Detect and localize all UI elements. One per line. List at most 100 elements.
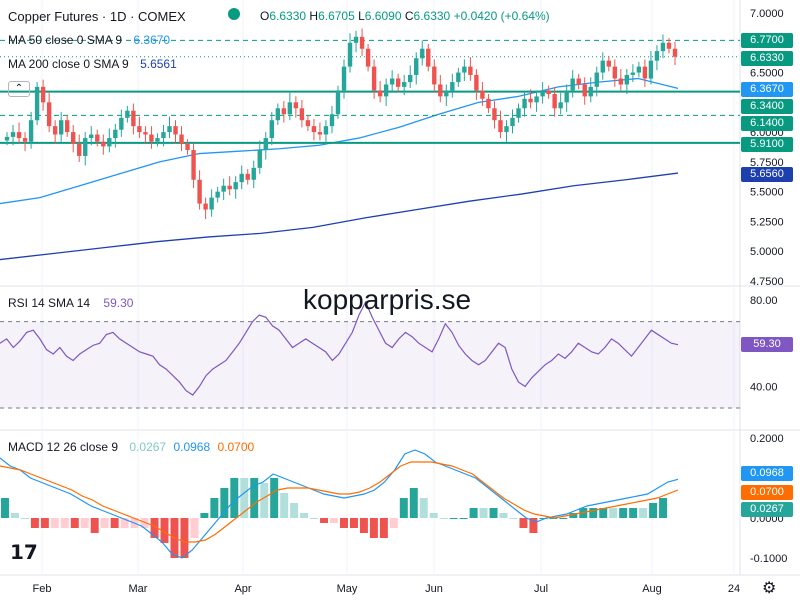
macd-hist-bar — [379, 518, 388, 538]
candle-body — [233, 182, 238, 190]
candle-body — [492, 108, 497, 121]
axes: 7.00006.50006.25006.00005.75005.50005.25… — [33, 8, 784, 595]
candle-body — [504, 126, 509, 133]
macd-hist-bar — [1, 498, 9, 518]
ohlc-open-value: 6.6330 — [269, 9, 307, 23]
candle-body — [263, 138, 268, 150]
candle-body — [209, 197, 214, 210]
candle-body — [576, 78, 581, 85]
candle-body — [401, 82, 407, 87]
candle-body — [191, 149, 196, 180]
level-badge-6.6330: 6.6330 — [741, 51, 793, 66]
ma50-line — [0, 77, 679, 205]
ohlc-close-value: 6.6330 — [413, 9, 451, 23]
price-tick-label: 7.0000 — [750, 8, 784, 20]
candle-body — [155, 138, 160, 142]
macd-line — [0, 449, 679, 559]
time-tick-label: Mar — [129, 583, 148, 595]
macd-hist-bar — [649, 503, 658, 518]
macd-hist-bar — [120, 518, 129, 528]
candle-body — [359, 36, 365, 49]
macd-hist-bar — [150, 518, 159, 538]
horizontal-levels — [0, 39, 740, 144]
ma200-legend[interactable]: MA 200 close 0 SMA 9 5.6561 — [8, 57, 177, 71]
ma50-legend[interactable]: MA 50 close 0 SMA 9 6.3670 — [8, 33, 170, 47]
candle-body — [227, 185, 232, 190]
hist-badge: 0.0267 — [741, 502, 793, 517]
macd-hist-bar — [300, 513, 309, 518]
macd-hist-bar — [449, 518, 458, 519]
macd-hist-bar — [569, 513, 578, 518]
macd-legend[interactable]: MACD 12 26 close 9 0.0267 0.0968 0.0700 — [8, 440, 254, 454]
candle-body — [522, 98, 527, 109]
ohlc-open-label: O — [260, 9, 270, 23]
candle-body — [185, 144, 190, 150]
macd-hist-bar — [240, 478, 249, 518]
candle-body — [377, 90, 383, 97]
ma200-legend-value: 5.6561 — [140, 57, 177, 71]
ma200-polyline — [0, 172, 679, 261]
macd-hist-bar — [160, 518, 169, 543]
macd-hist-bar — [40, 518, 49, 528]
candle-body — [383, 84, 389, 97]
macd-hist-bar — [599, 508, 608, 518]
macd-hist-bar — [609, 508, 618, 518]
candle-body — [179, 134, 184, 145]
symbol-title: Copper Futures · 1D · COMEX — [8, 9, 186, 24]
macd-tick-label: 0.2000 — [750, 433, 784, 445]
watermark-text: kopparpris.se — [303, 284, 472, 315]
macd-hist-bar — [110, 518, 119, 528]
macd-hist-bar — [499, 513, 508, 518]
macd-legend-label: MACD 12 26 close 9 — [8, 440, 119, 454]
candle-body — [540, 90, 545, 97]
candle-body — [365, 48, 371, 67]
rsi-badge: 59.30 — [741, 337, 793, 352]
candle-body — [245, 173, 250, 180]
macd-tick-label: -0.1000 — [750, 553, 787, 565]
candle-body — [281, 108, 287, 115]
candle-body — [486, 98, 491, 109]
price-tick-label: 5.2500 — [750, 216, 784, 228]
ma50-legend-value: 6.3670 — [133, 33, 171, 47]
candle-body — [666, 42, 672, 49]
candle-body — [71, 132, 76, 145]
candle-body — [119, 117, 124, 130]
settings-gear-icon[interactable]: ⚙ — [762, 580, 777, 597]
tradingview-logo-icon[interactable]: 𝟭𝟳 — [10, 542, 38, 564]
macd-hist-bar — [80, 518, 89, 528]
candle-body — [125, 110, 130, 118]
rsi-legend[interactable]: RSI 14 SMA 14 59.30 — [8, 296, 133, 310]
macd-hist-bar — [290, 503, 299, 518]
price-change: +0.0420 (+0.64%) — [453, 9, 550, 23]
candle-body — [4, 136, 10, 141]
candle-body — [131, 110, 136, 127]
macd-hist-bar — [429, 513, 438, 518]
macd-hist-bar — [639, 508, 648, 518]
rsi-pane: 80.00 40.00 — [0, 295, 778, 409]
candle-body — [275, 108, 281, 121]
candle-body — [588, 86, 593, 97]
collapse-legend-button[interactable]: ⌃ — [8, 81, 30, 97]
candle-body — [221, 185, 226, 192]
candle-body — [630, 72, 636, 75]
macd-hist-bar — [30, 518, 39, 528]
candle-body — [642, 66, 648, 79]
candle-body — [432, 66, 437, 85]
candle-body — [52, 126, 58, 135]
candle-body — [28, 120, 34, 142]
rsi-legend-value: 59.30 — [103, 296, 134, 310]
candle-body — [570, 78, 575, 91]
macd-hist-bar — [439, 518, 448, 519]
candle-body — [215, 191, 220, 198]
candle-body — [353, 36, 359, 43]
candle-body — [137, 126, 142, 133]
candle-body — [257, 149, 262, 168]
time-tick-label: Feb — [33, 583, 52, 595]
candle-body — [311, 126, 317, 133]
candle-body — [582, 84, 587, 97]
candle-body — [83, 138, 88, 156]
candle-body — [287, 102, 293, 115]
candle-body — [113, 129, 118, 139]
